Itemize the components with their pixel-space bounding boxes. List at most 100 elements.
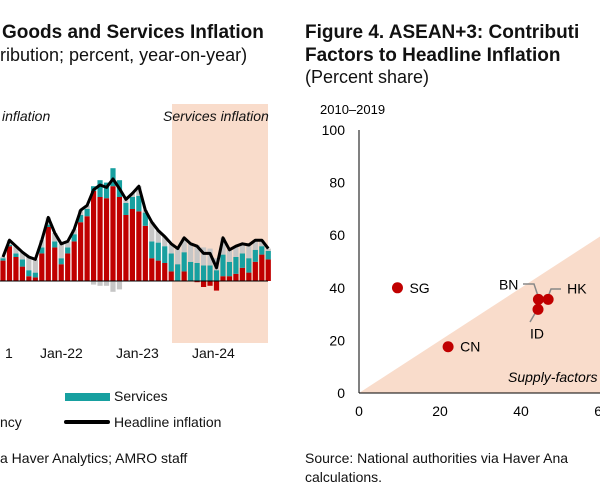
bar-goods xyxy=(19,266,26,281)
bar-services xyxy=(194,263,200,281)
point-bn xyxy=(532,293,544,305)
point-label: SG xyxy=(409,280,429,296)
bar-goods xyxy=(168,271,174,281)
bar-other xyxy=(200,247,207,266)
point-sg xyxy=(391,282,403,294)
bar-services xyxy=(6,245,13,247)
legend-swatch-services xyxy=(65,393,110,401)
point-cn xyxy=(442,341,454,353)
bar-services xyxy=(13,253,19,257)
point-label: HK xyxy=(567,280,587,296)
bar-other xyxy=(162,236,168,247)
bar-goods xyxy=(78,222,84,281)
y-tick-label: 100 xyxy=(322,122,346,138)
bar-goods xyxy=(149,258,155,281)
bar-services xyxy=(123,203,129,215)
bar-goods xyxy=(136,211,142,281)
bar-other xyxy=(181,237,187,253)
bar-goods xyxy=(129,209,135,281)
right-figure-title-line1: Figure 4. ASEAN+3: Contributi xyxy=(305,22,580,43)
bar-services xyxy=(65,247,71,254)
bar-goods xyxy=(246,272,252,281)
left-figure-title: Goods and Services Inflation xyxy=(2,22,264,43)
bar-services xyxy=(0,258,6,261)
bar-services xyxy=(252,249,258,262)
bar-goods xyxy=(233,273,239,281)
bar-services xyxy=(175,264,181,281)
bar-goods xyxy=(52,247,58,281)
bar-other xyxy=(220,237,226,255)
bar-other xyxy=(103,281,110,286)
bar-other xyxy=(58,243,64,259)
x-tick: Jan-22 xyxy=(40,345,83,361)
bar-services xyxy=(246,258,252,273)
bar-services xyxy=(32,272,38,278)
bar-other xyxy=(90,281,97,285)
bar-other xyxy=(13,246,19,254)
bar-other xyxy=(123,199,129,203)
bar-goods xyxy=(110,186,116,281)
scatter-chart: 0 20 40 60 80 100 0 20 40 60 2010–2019 Supply-facto… xyxy=(320,102,600,419)
bar-other xyxy=(226,249,233,262)
bar-services xyxy=(168,253,174,272)
bar-other xyxy=(65,241,71,248)
headline-inflation-line xyxy=(1,177,270,270)
bar-other xyxy=(265,248,271,251)
bar-other xyxy=(110,281,116,292)
bar-other xyxy=(19,252,26,260)
bar-services xyxy=(239,253,245,268)
legend-label-fragment: ncy xyxy=(0,414,22,430)
bar-other xyxy=(97,281,103,286)
x-tick: Jan-23 xyxy=(116,345,159,361)
bar-services xyxy=(162,246,168,263)
annotation-left: inflation xyxy=(2,108,51,124)
bar-services xyxy=(39,247,45,254)
y-tick-label: 20 xyxy=(329,332,345,348)
supply-factors-region xyxy=(359,236,600,393)
bar-other xyxy=(239,243,245,254)
y-tick-label: 40 xyxy=(329,280,345,296)
bar-goods xyxy=(39,253,45,281)
left-source: a Haver Analytics; AMRO staff xyxy=(0,450,188,466)
x-tick-label: 40 xyxy=(513,403,529,419)
bar-goods xyxy=(194,281,200,283)
bar-services xyxy=(26,270,32,277)
bar-services xyxy=(207,265,213,281)
bar-services xyxy=(142,212,148,226)
x-tick: Jan-24 xyxy=(192,345,235,361)
bar-services xyxy=(149,241,155,259)
bar-services xyxy=(71,234,77,242)
bar-goods xyxy=(58,264,64,281)
bar-other xyxy=(175,248,181,265)
shaded-region xyxy=(172,104,268,343)
bar-other xyxy=(52,233,58,242)
bar-other xyxy=(252,240,258,250)
bar-services xyxy=(110,168,116,187)
bar-other xyxy=(259,240,265,247)
bar-goods xyxy=(26,276,32,281)
bar-other xyxy=(32,259,38,273)
bar-other xyxy=(168,243,174,254)
bar-other xyxy=(188,243,194,262)
point-id xyxy=(532,303,544,315)
bar-goods xyxy=(84,216,90,281)
bar-goods xyxy=(116,197,123,281)
left-figure-subtitle: ribution; percent, year-on-year) xyxy=(0,45,248,65)
legend-label-services: Services xyxy=(114,388,168,404)
bar-goods xyxy=(103,198,110,281)
inflation-contribution-chart xyxy=(0,104,271,343)
bar-goods xyxy=(97,197,103,281)
right-source-line1: Source: National authorities via Haver A… xyxy=(305,450,569,466)
bar-services xyxy=(181,252,187,272)
bar-goods xyxy=(123,215,129,281)
bar-services xyxy=(188,261,194,281)
bar-services xyxy=(213,270,220,281)
bar-services xyxy=(155,242,161,261)
bar-goods xyxy=(207,281,213,286)
bar-services xyxy=(136,195,142,212)
bar-other xyxy=(194,245,200,263)
bar-services xyxy=(45,224,51,227)
x-tick-label: 60 xyxy=(594,403,600,419)
point-label: BN xyxy=(499,276,518,292)
